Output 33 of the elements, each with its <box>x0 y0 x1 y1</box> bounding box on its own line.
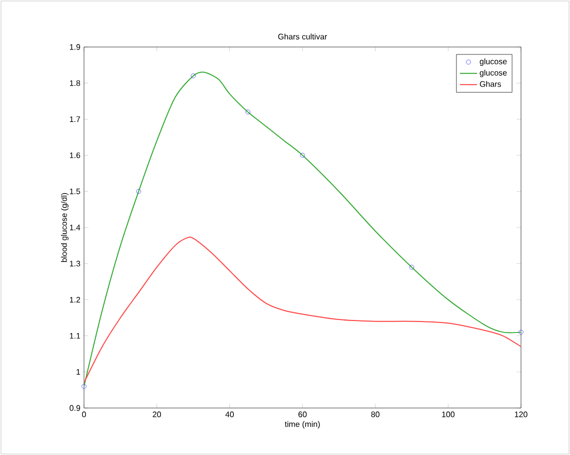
y-axis-title: blood glucose (g/dl) <box>61 193 68 262</box>
y-tick-label: 1.8 <box>70 80 80 86</box>
x-tick-label: 120 <box>514 412 528 418</box>
x-tick-label: 100 <box>442 412 455 418</box>
y-tick-label: 1.7 <box>70 116 80 122</box>
y-tick-label: 1 <box>76 369 80 375</box>
point <box>518 330 524 335</box>
x-tick-label: 0 <box>82 412 86 418</box>
point <box>82 384 86 389</box>
x-tick-label: 80 <box>371 412 380 418</box>
point <box>300 152 305 158</box>
y-tick-label: 1.3 <box>70 260 80 266</box>
y-tick-label: 1.5 <box>70 188 80 194</box>
x-tick-label: 40 <box>225 412 234 418</box>
y-tick-label: 1.6 <box>70 152 80 158</box>
x-tick-label: 60 <box>298 412 307 418</box>
legend-label: glucose <box>480 70 507 78</box>
legend-label: Ghars <box>480 81 501 87</box>
point <box>245 110 250 114</box>
legend-label: glucose <box>480 58 507 66</box>
x-tick-label: 20 <box>152 412 161 418</box>
y-tick-label: 1.2 <box>70 296 80 302</box>
y-tick-label: 0.9 <box>70 405 80 411</box>
point <box>190 73 196 78</box>
y-tick-label: 1.1 <box>70 333 80 339</box>
point <box>409 264 414 270</box>
y-tick-label: 1.4 <box>70 224 80 230</box>
line-series <box>84 72 522 387</box>
y-tick-label: 1.9 <box>70 44 80 50</box>
point <box>136 188 142 194</box>
chart-title: Ghars cultivar <box>278 34 328 40</box>
x-axis-title: time (min) <box>284 421 320 429</box>
line-series <box>84 236 522 384</box>
